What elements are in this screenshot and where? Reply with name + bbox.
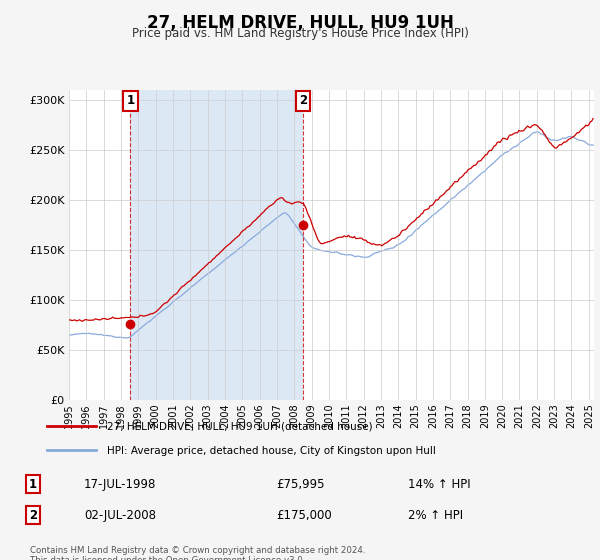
Text: 02-JUL-2008: 02-JUL-2008 <box>84 508 156 522</box>
Text: 1: 1 <box>126 94 134 108</box>
Text: £75,995: £75,995 <box>276 478 325 491</box>
Text: 2: 2 <box>29 508 37 522</box>
Text: Contains HM Land Registry data © Crown copyright and database right 2024.
This d: Contains HM Land Registry data © Crown c… <box>30 546 365 560</box>
Bar <box>130 90 303 400</box>
Text: £175,000: £175,000 <box>276 508 332 522</box>
Text: Price paid vs. HM Land Registry's House Price Index (HPI): Price paid vs. HM Land Registry's House … <box>131 27 469 40</box>
Text: 14% ↑ HPI: 14% ↑ HPI <box>408 478 470 491</box>
Text: 27, HELM DRIVE, HULL, HU9 1UH: 27, HELM DRIVE, HULL, HU9 1UH <box>146 14 454 32</box>
Text: HPI: Average price, detached house, City of Kingston upon Hull: HPI: Average price, detached house, City… <box>107 446 436 456</box>
Text: 17-JUL-1998: 17-JUL-1998 <box>84 478 157 491</box>
Text: 1: 1 <box>29 478 37 491</box>
Text: 2% ↑ HPI: 2% ↑ HPI <box>408 508 463 522</box>
Text: 2: 2 <box>299 94 307 108</box>
Text: 27, HELM DRIVE, HULL, HU9 1UH (detached house): 27, HELM DRIVE, HULL, HU9 1UH (detached … <box>107 422 373 432</box>
